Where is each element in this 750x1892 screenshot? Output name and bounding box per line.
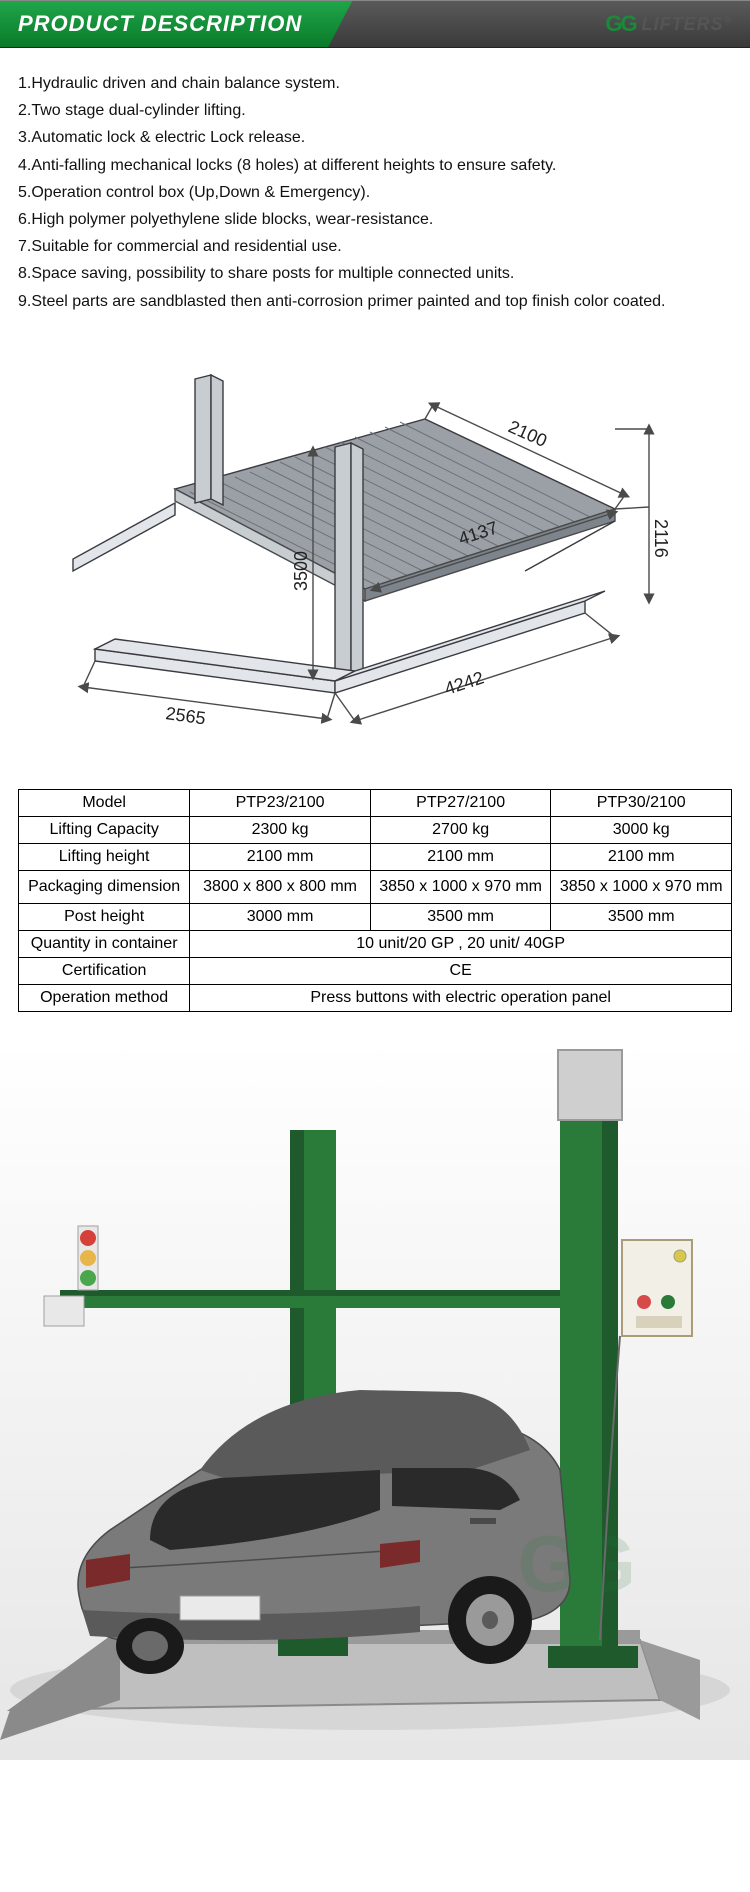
table-cell: PTP27/2100 [370,789,551,816]
dim-2565: 2565 [164,703,206,728]
row-label: Lifting height [19,843,190,870]
table-cell: 2700 kg [370,816,551,843]
table-row: Quantity in container 10 unit/20 GP , 20… [19,930,732,957]
table-cell: PTP30/2100 [551,789,732,816]
dim-3500: 3500 [291,551,311,591]
row-label: Packaging dimension [19,870,190,903]
dim-4242: 4242 [442,667,486,698]
table-row: Lifting height 2100 mm 2100 mm 2100 mm [19,843,732,870]
table-row: Certification CE [19,957,732,984]
row-label: Operation method [19,984,190,1011]
product-photo: GG [0,1040,750,1760]
feature-item: 9.Steel parts are sandblasted then anti-… [18,288,732,315]
dim-2100: 2100 [505,416,550,451]
table-cell: 3850 x 1000 x 970 mm [370,870,551,903]
table-cell: PTP23/2100 [190,789,371,816]
car [78,1390,570,1674]
feature-item: 3.Automatic lock & electric Lock release… [18,124,732,151]
feature-item: 1.Hydraulic driven and chain balance sys… [18,70,732,97]
table-cell: 2100 mm [551,843,732,870]
table-cell: CE [190,957,732,984]
table-cell: 3850 x 1000 x 970 mm [551,870,732,903]
row-label: Model [19,789,190,816]
table-cell: 2100 mm [190,843,371,870]
registered-icon: ® [724,15,732,26]
table-cell: 2100 mm [370,843,551,870]
row-label: Quantity in container [19,930,190,957]
banner-title: PRODUCT DESCRIPTION [18,11,338,37]
feature-item: 2.Two stage dual-cylinder lifting. [18,97,732,124]
feature-item: 8.Space saving, possibility to share pos… [18,260,732,287]
table-row: Lifting Capacity 2300 kg 2700 kg 3000 kg [19,816,732,843]
feature-item: 6.High polymer polyethylene slide blocks… [18,206,732,233]
table-cell: 3500 mm [551,903,732,930]
table-row: Post height 3000 mm 3500 mm 3500 mm [19,903,732,930]
dim-2116: 2116 [651,519,671,558]
row-label: Lifting Capacity [19,816,190,843]
feature-item: 4.Anti-falling mechanical locks (8 holes… [18,152,732,179]
feature-item: 7.Suitable for commercial and residentia… [18,233,732,260]
row-label: Certification [19,957,190,984]
dimension-diagram: 2100 2116 4137 3500 2565 4242 [0,325,750,789]
feature-list: 1.Hydraulic driven and chain balance sys… [0,48,750,325]
table-cell: 10 unit/20 GP , 20 unit/ 40GP [190,930,732,957]
feature-item: 5.Operation control box (Up,Down & Emerg… [18,179,732,206]
watermark: GG [518,1518,630,1610]
header-banner: PRODUCT DESCRIPTION GG LIFTERS® [0,0,750,48]
spec-table: Model PTP23/2100 PTP27/2100 PTP30/2100 L… [18,789,732,1012]
logo-text: LIFTERS® [642,14,732,35]
diagram-svg: 2100 2116 4137 3500 2565 4242 [55,339,695,759]
logo-mark: GG [605,11,635,37]
table-cell: 2300 kg [190,816,371,843]
table-cell: 3800 x 800 x 800 mm [190,870,371,903]
banner-title-wrap: PRODUCT DESCRIPTION [0,1,352,47]
table-cell: 3500 mm [370,903,551,930]
table-row: Operation method Press buttons with elec… [19,984,732,1011]
brand-logo: GG LIFTERS® [605,11,732,37]
row-label: Post height [19,903,190,930]
table-cell: 3000 kg [551,816,732,843]
table-cell: Press buttons with electric operation pa… [190,984,732,1011]
table-row: Model PTP23/2100 PTP27/2100 PTP30/2100 [19,789,732,816]
table-row: Packaging dimension 3800 x 800 x 800 mm … [19,870,732,903]
table-cell: 3000 mm [190,903,371,930]
